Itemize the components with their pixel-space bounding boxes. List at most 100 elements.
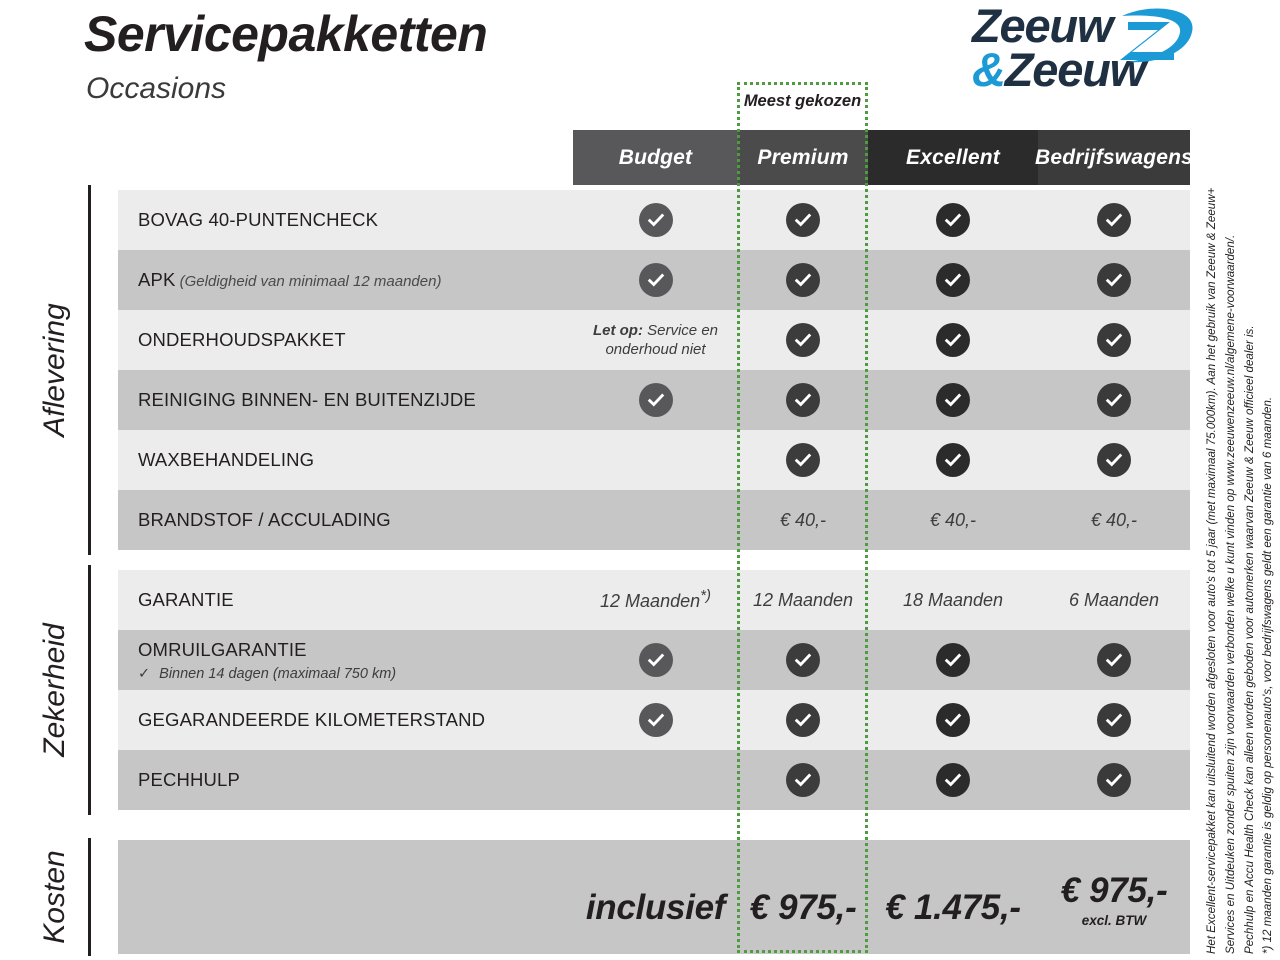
cell-bedrijfswagens xyxy=(1038,250,1190,310)
section-label-kosten: Kosten xyxy=(38,850,71,944)
check-circle-icon xyxy=(936,383,970,417)
cell-premium: € 40,- xyxy=(738,490,868,550)
price-excellent: € 1.475,- xyxy=(868,840,1038,954)
cell-premium xyxy=(738,310,868,370)
disclaimer-line-4: *) 12 maanden garantie is geldig op pers… xyxy=(1261,396,1275,954)
cell-excellent xyxy=(868,190,1038,250)
price-budget: inclusief xyxy=(573,840,738,954)
most-chosen-label: Meest gekozen xyxy=(743,92,862,110)
cell-excellent xyxy=(868,370,1038,430)
cell-budget xyxy=(573,690,738,750)
row-title-note: (Geldigheid van minimaal 12 maanden) xyxy=(175,273,442,290)
cell-budget xyxy=(573,750,738,810)
cell-excellent xyxy=(868,750,1038,810)
row-title: GARANTIE xyxy=(138,589,234,610)
check-circle-icon xyxy=(786,323,820,357)
cell-excellent xyxy=(868,250,1038,310)
column-header-excellent[interactable]: Excellent xyxy=(868,130,1038,185)
section-label-aflevering: Aflevering xyxy=(38,303,71,437)
cell-value: € 40,- xyxy=(1090,509,1138,530)
check-circle-icon xyxy=(638,203,673,237)
column-header-label: Premium xyxy=(757,145,849,169)
cell-bedrijfswagens xyxy=(1038,430,1190,490)
table-row: REINIGING BINNEN- EN BUITENZIJDE xyxy=(118,370,1190,430)
row-label: PECHHULP xyxy=(138,750,240,810)
table-row: WAXBEHANDELING xyxy=(118,430,1190,490)
price-value: € 1.475,- xyxy=(885,888,1021,927)
column-header-label: Bedrijfswagens xyxy=(1035,145,1194,169)
checkmark-icon: ✓ xyxy=(138,665,151,682)
row-label: REINIGING BINNEN- EN BUITENZIJDE xyxy=(138,370,476,430)
disclaimer-text: Het Excellent-servicepakket kan uitsluit… xyxy=(1203,128,1278,954)
cell-bedrijfswagens: 6 Maanden xyxy=(1038,570,1190,630)
row-label: GARANTIE xyxy=(138,570,234,630)
check-circle-icon xyxy=(786,763,820,797)
cell-value: € 40,- xyxy=(779,509,827,530)
check-circle-icon xyxy=(1097,203,1131,237)
column-header-bedrijfswagens[interactable]: Bedrijfswagens xyxy=(1035,130,1194,185)
cell-budget xyxy=(573,370,738,430)
cell-budget xyxy=(573,490,738,550)
cell-value: 6 Maanden xyxy=(1068,589,1160,610)
column-header-premium[interactable]: Premium xyxy=(738,130,868,185)
price-band: inclusief € 975,- € 1.475,- € 975,- excl. BT… xyxy=(118,840,1190,954)
table-row: GEGARANDEERDE KILOMETERSTAND xyxy=(118,690,1190,750)
cell-excellent xyxy=(868,310,1038,370)
column-header-budget[interactable]: Budget xyxy=(573,130,738,185)
cell-value: 12 Maanden*) xyxy=(600,587,711,612)
cell-budget xyxy=(573,190,738,250)
cell-value: 18 Maanden xyxy=(902,589,1004,610)
row-title: PECHHULP xyxy=(138,769,240,790)
page-subtitle: Occasions xyxy=(86,72,227,105)
cell-premium xyxy=(738,690,868,750)
check-circle-icon xyxy=(936,263,970,297)
cell-bedrijfswagens: € 40,- xyxy=(1038,490,1190,550)
row-label: OMRUILGARANTIE ✓ Binnen 14 dagen (maximaal… xyxy=(138,630,396,690)
cell-note: Let op: Service en onderhoud niet xyxy=(573,321,738,360)
check-circle-icon xyxy=(1097,323,1131,357)
cell-budget xyxy=(573,630,738,690)
row-label: BRANDSTOF / ACCULADING xyxy=(138,490,391,550)
cell-premium xyxy=(738,250,868,310)
price-value: inclusief xyxy=(585,888,726,927)
cell-budget: Let op: Service en onderhoud niet xyxy=(573,310,738,370)
logo-ampersand: & xyxy=(972,43,1006,97)
check-circle-icon xyxy=(786,703,820,737)
row-label: APK (Geldigheid van minimaal 12 maanden) xyxy=(138,250,441,310)
table-row: PECHHULP xyxy=(118,750,1190,810)
row-title: ONDERHOUDSPAKKET xyxy=(138,329,346,350)
page-title: Servicepakketten xyxy=(84,6,488,62)
check-circle-icon xyxy=(936,203,970,237)
cell-bedrijfswagens xyxy=(1038,370,1190,430)
check-circle-icon xyxy=(638,703,673,737)
check-circle-icon xyxy=(786,643,820,677)
check-circle-icon xyxy=(786,443,820,477)
row-title: WAXBEHANDELING xyxy=(138,449,315,470)
logo-line-1: Zeeuw xyxy=(972,0,1113,52)
table-row: BOVAG 40-PUNTENCHECK xyxy=(118,190,1190,250)
cell-budget: 12 Maanden*) xyxy=(573,570,738,630)
section-label-zekerheid: Zekerheid xyxy=(38,623,71,757)
footnote-marker: *) xyxy=(700,587,711,605)
table-row: APK (Geldigheid van minimaal 12 maanden) xyxy=(118,250,1190,310)
cell-budget xyxy=(573,430,738,490)
cell-premium xyxy=(738,190,868,250)
row-label: WAXBEHANDELING xyxy=(138,430,314,490)
check-circle-icon xyxy=(1097,703,1131,737)
check-circle-icon xyxy=(1097,763,1131,797)
cell-excellent xyxy=(868,690,1038,750)
row-title: OMRUILGARANTIE xyxy=(138,638,307,660)
section-rule-aflevering xyxy=(88,185,91,555)
logo-swoosh-icon xyxy=(1120,8,1193,63)
row-title: REINIGING BINNEN- EN BUITENZIJDE xyxy=(138,389,476,410)
brand-logo: Zeeuw &Zeeuw xyxy=(972,0,1193,114)
check-circle-icon xyxy=(936,763,970,797)
check-circle-icon xyxy=(1097,643,1131,677)
table-row: BRANDSTOF / ACCULADING € 40,- € 40,- € 40,- xyxy=(118,490,1190,550)
cell-premium xyxy=(738,630,868,690)
row-title: BRANDSTOF / ACCULADING xyxy=(138,509,391,530)
check-circle-icon xyxy=(786,383,820,417)
cell-note-text: Service en onderhoud niet xyxy=(605,321,719,359)
row-subtitle: ✓ Binnen 14 dagen (maximaal 750 km) xyxy=(138,666,396,682)
check-circle-icon xyxy=(1097,383,1131,417)
